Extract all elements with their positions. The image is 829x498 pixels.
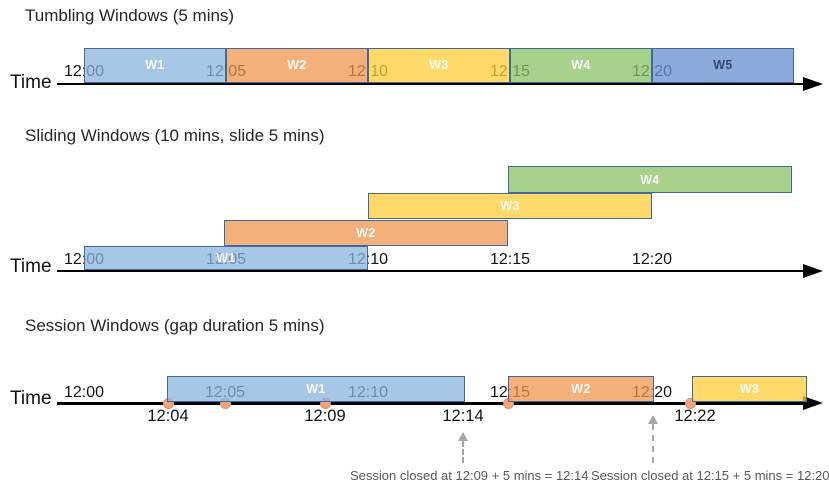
tumbling-timeline-arrowhead-icon <box>803 76 823 91</box>
session-close-arrow-1-line <box>462 441 464 463</box>
tumbling-window-w1: W1 <box>84 48 226 83</box>
tumbling-window-w5: W5 <box>652 48 794 83</box>
tumbling-window-w5-label: W5 <box>713 58 733 73</box>
session-event-label-1204: 12:04 <box>147 407 189 425</box>
session-timeline <box>57 402 807 405</box>
tumbling-time-axis-label: Time <box>10 72 52 93</box>
tumbling-window-w1-label: W1 <box>145 58 165 73</box>
session-window-w3-label: W3 <box>739 382 760 396</box>
tumbling-window-w2: W2 <box>226 48 368 83</box>
session-close-annotation-2: Session closed at 12:15 + 5 mins = 12:20 <box>591 468 829 483</box>
sliding-window-w3-label: W3 <box>500 199 520 213</box>
session-window-w1-label: W1 <box>306 382 326 396</box>
session-close-arrow-2-line <box>652 424 654 463</box>
sliding-window-w1: W1 <box>84 246 368 270</box>
sliding-window-w3: W3 <box>368 193 652 219</box>
session-close-arrow-1-head-icon <box>458 432 468 441</box>
tumbling-window-w2-label: W2 <box>287 58 307 73</box>
session-event-label-1214: 12:14 <box>442 407 484 425</box>
sliding-window-w2: W2 <box>224 219 508 246</box>
event-dot-1222 <box>684 398 696 409</box>
session-window-w1: W1 <box>167 376 465 402</box>
tumbling-window-w4: W4 <box>510 48 652 83</box>
sliding-window-w2-label: W2 <box>356 225 376 240</box>
sliding-timeline <box>57 269 807 272</box>
session-time-axis-label: Time <box>10 388 52 409</box>
session-window-w2-label: W2 <box>571 382 591 396</box>
tumbling-window-w4-label: W4 <box>571 58 591 73</box>
sliding-timeline-arrowhead-icon <box>803 263 823 278</box>
tumbling-timeline <box>57 82 807 85</box>
sliding-window-w1-label: W1 <box>216 250 236 265</box>
session-event-label-1209: 12:09 <box>304 407 346 425</box>
sliding-window-w4-label: W4 <box>640 172 660 187</box>
session-close-annotation-1: Session closed at 12:09 + 5 mins = 12:14 <box>350 468 589 483</box>
tumbling-window-w3: W3 <box>368 48 510 83</box>
tumbling-window-w3-label: W3 <box>429 58 449 73</box>
tumbling-section-title: Tumbling Windows (5 mins) <box>25 6 235 25</box>
session-event-label-1222: 12:22 <box>674 407 716 425</box>
session-close-arrow-2-head-icon <box>648 415 658 424</box>
sliding-tick-1215: 12:15 <box>489 250 531 268</box>
sliding-section-title: Sliding Windows (10 mins, slide 5 mins) <box>25 126 325 145</box>
sliding-window-w4: W4 <box>508 166 792 193</box>
session-section-title: Session Windows (gap duration 5 mins) <box>25 316 325 335</box>
session-tick-1200: 12:00 <box>63 383 105 401</box>
sliding-time-axis-label: Time <box>10 256 52 277</box>
session-timeline-arrowhead-icon <box>803 396 823 411</box>
session-window-w2: W2 <box>508 376 654 402</box>
session-window-w3: W3 <box>692 376 807 402</box>
sliding-tick-1220: 12:20 <box>631 250 673 268</box>
